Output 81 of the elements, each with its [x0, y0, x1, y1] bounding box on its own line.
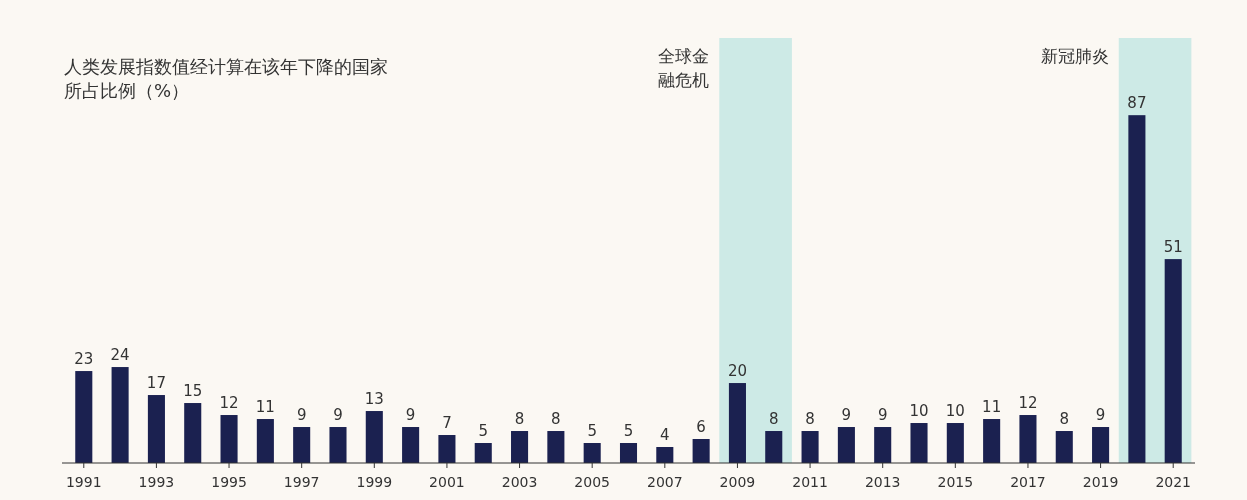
bar: [1055, 431, 1073, 463]
x-tick-label: 1995: [211, 474, 247, 490]
data-label: 5: [478, 422, 489, 441]
data-label: 17: [146, 374, 166, 393]
bar: [547, 431, 565, 463]
data-label: 11: [982, 398, 1002, 417]
x-tick-label: 1997: [283, 474, 320, 490]
bar: [365, 411, 383, 463]
data-label: 9: [877, 406, 888, 425]
x-tick-label: 2017: [1010, 474, 1046, 490]
data-label: 12: [219, 394, 239, 413]
x-tick-label: 2007: [646, 474, 683, 490]
bar: [474, 443, 492, 463]
bar: [692, 439, 710, 463]
x-tick-label: 2005: [574, 474, 611, 490]
chart-title: 人类发展指数值经计算在该年下降的国家所占比例（%）: [64, 56, 388, 101]
bar: [402, 427, 420, 463]
bar: [329, 427, 347, 463]
data-label: 87: [1127, 94, 1147, 113]
data-label: 20: [727, 362, 747, 381]
data-label: 11: [255, 398, 275, 417]
x-tick-label: 2021: [1155, 474, 1192, 490]
data-label: 5: [623, 422, 634, 441]
bar: [184, 403, 202, 463]
data-label: 13: [364, 390, 384, 409]
bar: [583, 443, 601, 463]
bar: [656, 447, 674, 463]
x-tick-label: 1999: [356, 474, 393, 490]
bar: [75, 371, 93, 463]
bar: [765, 431, 783, 463]
data-label: 8: [805, 410, 815, 429]
bar: [1092, 427, 1110, 463]
x-tick-label: 2019: [1082, 474, 1119, 490]
bar: [910, 423, 928, 463]
data-label: 9: [1095, 406, 1106, 425]
bar: [511, 431, 529, 463]
data-label: 15: [183, 382, 203, 401]
data-label: 4: [660, 426, 670, 445]
bar: [728, 383, 746, 463]
bar: [293, 427, 311, 463]
bar: [619, 443, 638, 463]
bar: [837, 427, 855, 463]
bar: [256, 419, 274, 463]
data-label: 10: [909, 402, 929, 421]
x-tick-label: 1991: [65, 474, 102, 490]
bar: [946, 423, 964, 463]
x-tick-label: 1993: [138, 474, 175, 490]
x-tick-label: 2003: [501, 474, 538, 490]
data-label: 8: [768, 410, 779, 429]
bar: [147, 395, 165, 463]
bar: [111, 367, 129, 463]
data-label: 5: [587, 422, 597, 441]
data-label: 12: [1018, 394, 1038, 413]
bar: [1164, 259, 1182, 463]
data-label: 23: [74, 350, 94, 369]
x-tick-label: 2013: [864, 474, 901, 490]
band-label: 全球金融危机: [658, 46, 710, 90]
data-label: 8: [1059, 410, 1070, 429]
bar: [438, 435, 456, 463]
bar: [1128, 115, 1146, 463]
data-label: 7: [442, 414, 452, 433]
x-tick-label: 2009: [719, 474, 756, 490]
bar: [801, 431, 819, 463]
data-label: 9: [405, 406, 416, 425]
bar: [1019, 415, 1037, 463]
x-tick-label: 2001: [429, 474, 465, 490]
bar: [220, 415, 238, 463]
data-label: 10: [945, 402, 965, 421]
data-label: 24: [110, 346, 130, 365]
bar: [983, 419, 1001, 463]
x-tick-label: 2011: [792, 474, 828, 490]
data-label: 51: [1163, 238, 1183, 257]
band-label: 新冠肺炎: [1040, 46, 1109, 66]
data-label: 8: [551, 410, 561, 429]
data-label: 9: [333, 406, 343, 425]
data-label: 8: [514, 410, 525, 429]
bar: [874, 427, 892, 463]
data-label: 6: [696, 418, 706, 437]
x-tick-label: 2015: [937, 474, 974, 490]
data-label: 9: [296, 406, 307, 425]
data-label: 9: [841, 406, 852, 425]
